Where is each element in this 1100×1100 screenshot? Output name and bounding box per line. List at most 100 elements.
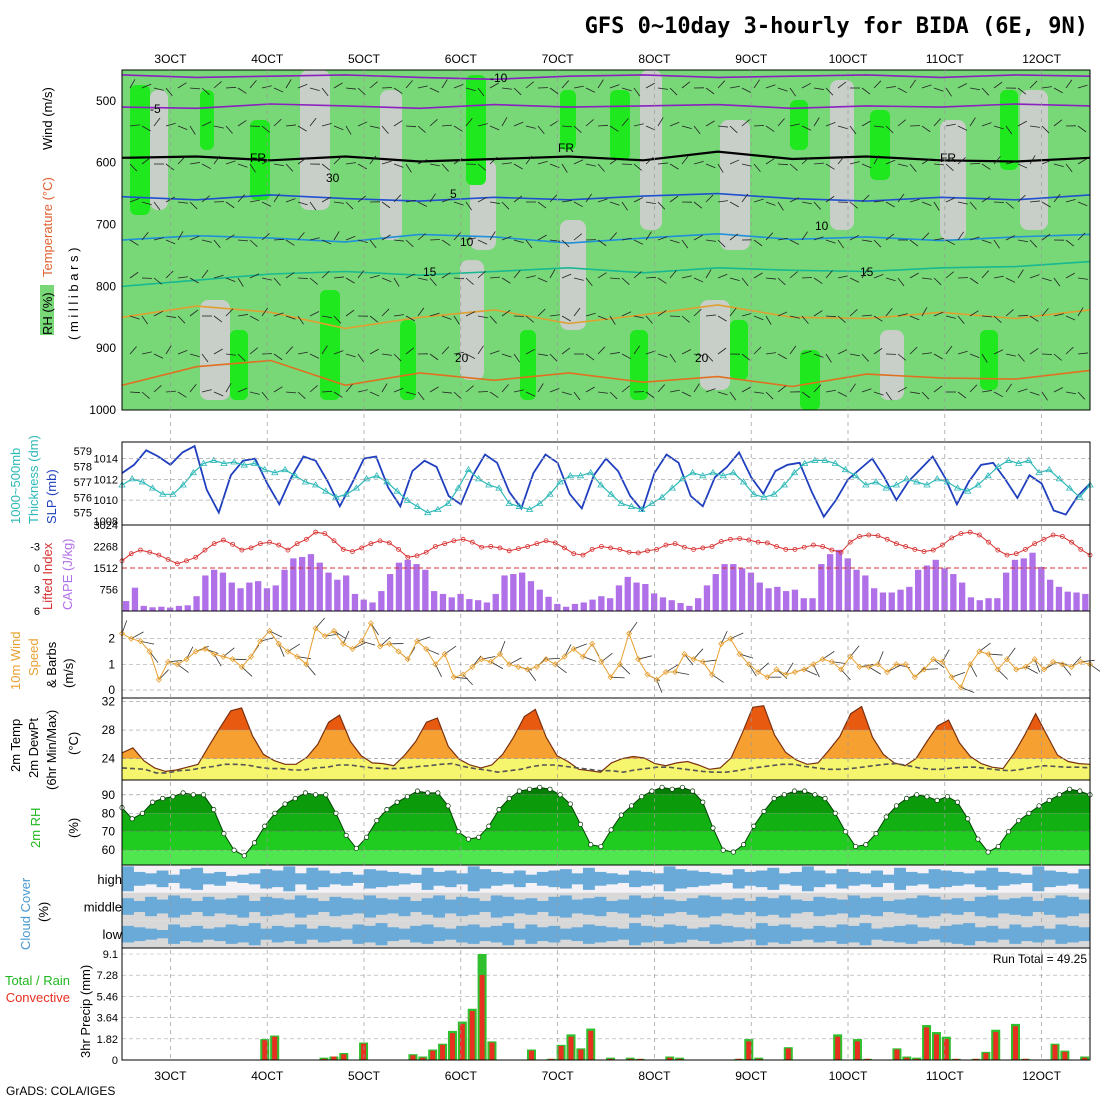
wind-barb [501,201,510,210]
wind-barb [729,391,737,401]
wind-barb [237,87,247,94]
cloud-bar-high [248,873,261,885]
thickness-point [1055,475,1064,482]
wind-speed-point [625,630,633,637]
cloud-bar-low [721,925,734,943]
wind-barb [381,160,392,165]
precip-conv-bar [361,1043,367,1060]
cloud-bar-middle [168,895,181,918]
wind-barb [1041,308,1049,317]
thickness-point [546,490,554,497]
surface-barb [1025,666,1039,674]
wind-barb [153,353,164,359]
wind-speed-point [367,620,374,627]
cape-labels: Lifted Index CAPE (J/kg) [40,538,75,610]
cloud-bar-low [1043,928,1056,940]
wind-speed-point [201,645,209,652]
wind-barb [957,231,965,241]
wind-barb [561,391,572,396]
thickness-point [148,484,157,491]
wind-barb [273,353,283,361]
surface-barb [1062,664,1072,676]
wind-barb [1053,119,1063,127]
wind-barb [885,125,894,134]
thickness-point [739,478,748,485]
wind-barb [249,347,259,355]
wind-barb [549,314,560,317]
wind-barb [237,194,245,203]
wind-barb [885,159,896,165]
wind-barb [969,236,980,241]
cloud-bar-high [237,874,250,883]
wind-barb [909,391,920,394]
precip-tick: 1.82 [97,1034,118,1046]
temp-line [121,705,1091,773]
cape-bar [378,591,385,611]
wind-barb [669,87,678,96]
thickness-point [1035,468,1043,476]
wind-barb [753,239,763,247]
surface-barb [241,666,253,677]
precip-conv-bar [736,1058,742,1060]
temp-tick: 28 [102,723,116,737]
cape-bar [791,589,799,611]
wind-barb [477,123,488,127]
cloud-bar-low [237,925,250,943]
cloud-bar-low [1066,925,1079,943]
rh2m-point [608,827,614,833]
cape-bar [967,597,975,611]
wind-barb [393,353,402,362]
li-point [921,549,927,554]
rh2m-point [598,843,604,850]
label-cloud-pct: (%) [36,902,51,922]
li-point [202,547,208,553]
wind-barb [657,87,668,90]
wind-barb [1065,391,1076,395]
wind-barb [609,277,620,280]
wind-barb [357,389,368,393]
wind-barb [669,315,681,317]
cape-bar [325,572,332,611]
rh2m-point [455,829,461,835]
thickness-tick: 575 [74,508,92,520]
wind-barb [813,236,824,241]
wind-barb [297,157,307,165]
rh2m-point [965,816,971,822]
wind-barb [621,353,632,360]
rh2m-point [690,788,696,794]
cape-bar [1003,572,1010,611]
cape-bar [827,554,834,611]
cloud-bar-high [928,869,941,889]
cape-bar [835,549,843,611]
wind-barb [705,194,714,203]
cloud-bar-low [859,923,872,946]
thickness-point [953,484,962,491]
wind-barb [429,312,440,317]
label-cloud-cover: Cloud Cover [18,877,33,950]
precip-conv-bar [440,1044,446,1060]
cape-bar [290,558,297,611]
cape-bar [343,575,350,611]
wind-barb [537,308,546,317]
li-point [894,541,899,547]
rh-high-patch [130,85,150,215]
wind-barb [429,353,439,361]
cloud-bar-middle [294,895,307,918]
cloud-bar-high [940,870,953,888]
wind-barb [921,307,928,317]
thickness-point [260,465,269,473]
li-point [700,545,706,551]
wind-barb [633,197,644,203]
wind-barb [225,277,236,282]
surface-barb [213,653,222,667]
thickness-point [301,478,310,485]
wind-barb [285,124,296,127]
wind-speed-point [967,661,974,668]
li-point [543,538,549,544]
wind-barb [393,163,404,168]
thickness-point [230,458,238,465]
cloud-bar-low [283,927,296,942]
wind-barb [369,275,380,279]
wind10m-panel: 012 [108,617,1100,697]
wind-speed-point [340,640,347,647]
